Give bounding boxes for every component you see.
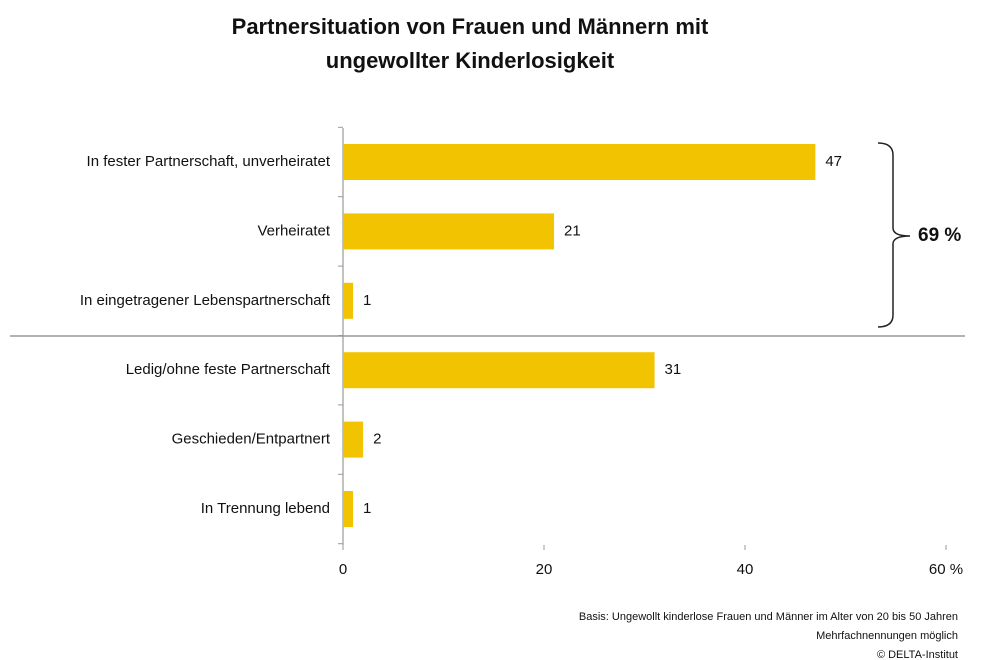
bar xyxy=(343,282,354,319)
bracket xyxy=(877,142,911,328)
annotation: 69 % xyxy=(918,225,961,246)
y-tick-label: In Trennung lebend xyxy=(201,500,330,517)
chart-title: ungewollter Kinderlosigkeit xyxy=(326,48,615,73)
value-label: 2 xyxy=(373,431,381,448)
bar xyxy=(343,144,816,180)
footnote: © DELTA-Institut xyxy=(877,649,958,660)
value-label: 31 xyxy=(665,361,682,378)
bar xyxy=(343,352,655,389)
y-tick-label: In fester Partnerschaft, unverheiratet xyxy=(87,153,331,170)
y-tick-label: In eingetragener Lebenspartnerschaft xyxy=(80,292,331,309)
chart-title: Partnersituation von Frauen und Männern … xyxy=(232,14,709,39)
y-tick-label: Geschieden/Entpartnert xyxy=(172,431,331,448)
x-tick-label: 20 xyxy=(536,561,553,578)
footnote: Mehrfachnennungen möglich xyxy=(816,630,958,642)
bar xyxy=(343,421,364,458)
x-tick-label: 60 % xyxy=(929,561,963,578)
y-tick-label: Ledig/ohne feste Partnerschaft xyxy=(126,361,331,378)
value-label: 47 xyxy=(825,153,842,170)
bar xyxy=(343,213,555,250)
bar xyxy=(343,491,354,527)
footnote: Basis: Ungewollt kinderlose Frauen und M… xyxy=(579,611,958,623)
value-label: 21 xyxy=(564,222,581,239)
y-tick-label: Verheiratet xyxy=(257,222,330,239)
value-label: 1 xyxy=(363,500,371,517)
x-tick-label: 0 xyxy=(339,561,347,578)
value-label: 1 xyxy=(363,292,371,309)
x-tick-label: 40 xyxy=(737,561,754,578)
